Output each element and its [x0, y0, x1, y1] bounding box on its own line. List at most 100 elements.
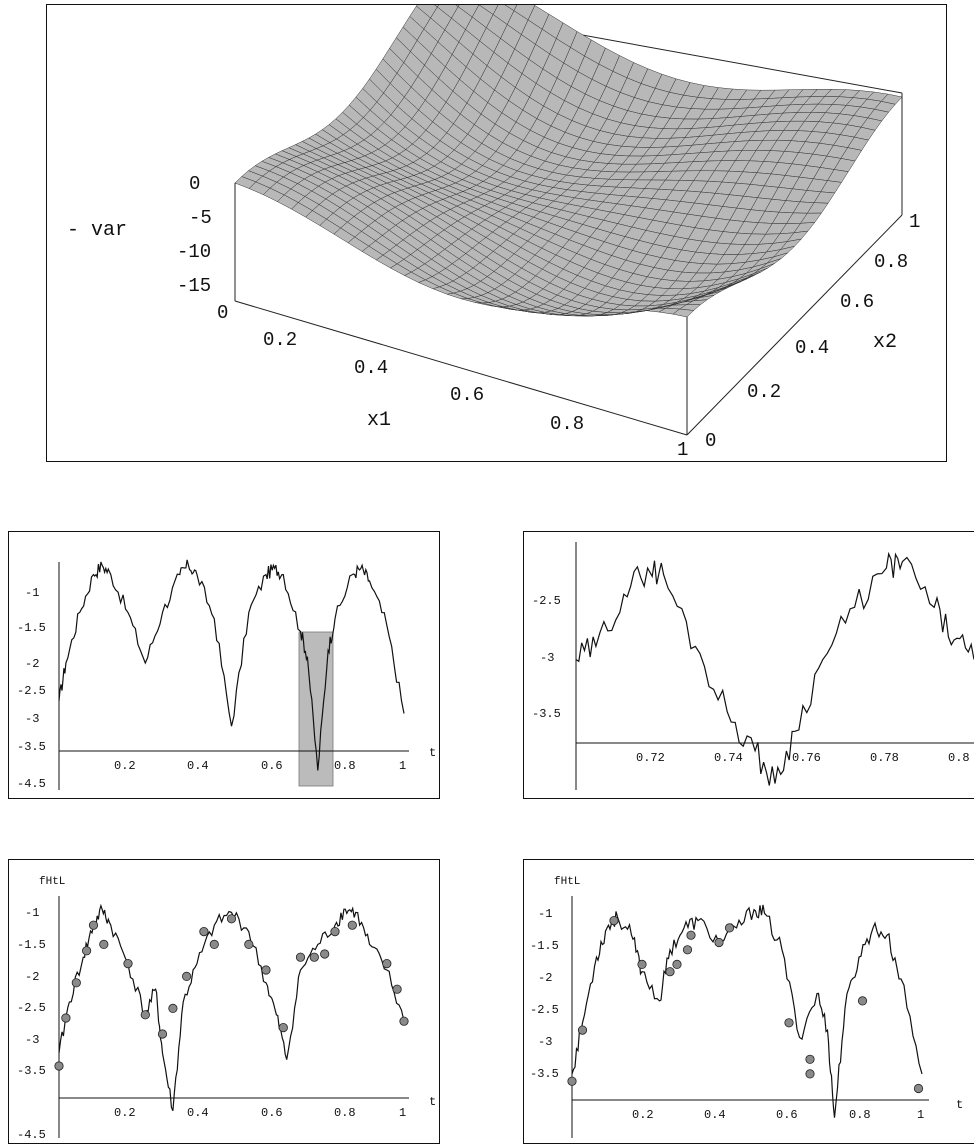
x-axis-label: t [429, 746, 436, 760]
sample-marker [399, 1016, 409, 1026]
x-tick-0.2: 0.2 [114, 759, 136, 773]
y-tick-neg1: -1 [538, 907, 552, 921]
sample-marker [168, 1003, 178, 1013]
y-tick-neg2.5: -2.5 [17, 1001, 46, 1015]
y-tick-neg3.5: -3.5 [17, 1064, 46, 1078]
sample-marker [123, 959, 133, 969]
y-tick-neg2: -2 [538, 971, 552, 985]
y-tick-neg2: -2 [25, 970, 39, 984]
x-axis-label: x1 [367, 409, 391, 432]
sample-marker [182, 971, 192, 982]
sample-markers [567, 915, 924, 1094]
y-tick-neg2.5: -2.5 [17, 684, 46, 698]
series-line [575, 551, 974, 786]
y-tick-1: 0.2 [747, 381, 781, 403]
x-tick-0.8: 0.8 [849, 1108, 871, 1122]
sample-marker [714, 937, 724, 948]
y-tick-neg4.5: -4.5 [17, 1128, 46, 1142]
sample-marker [330, 927, 340, 937]
sample-marker [244, 939, 254, 950]
y-tick-2: 0.4 [795, 337, 829, 359]
x-tick-0.72: 0.72 [636, 751, 665, 765]
sample-marker [261, 965, 271, 975]
y-tick-neg1: -1 [25, 906, 39, 920]
line-plot-zoom: -2.5 -3 -3.5 0.72 0.74 0.76 0.78 0.8 [532, 542, 974, 790]
y-tick-neg3.5: -3.5 [17, 740, 46, 754]
y-tick-neg1.5: -1.5 [17, 938, 46, 952]
sample-marker [392, 984, 402, 994]
x-tick-1: 0.2 [263, 329, 297, 351]
sample-marker [857, 996, 868, 1006]
series-line [58, 559, 405, 771]
sample-marker [682, 945, 693, 955]
y-tick-5: 1 [909, 211, 920, 233]
sample-marker [347, 920, 357, 930]
series-line [58, 903, 405, 1112]
y-tick-neg3.5: -3.5 [530, 1067, 559, 1081]
y-tick-0: 0 [705, 430, 716, 452]
y-tick-3: 0.6 [840, 291, 874, 313]
surface-plot-panel: 0 -5 -10 -15 0 - var 0.2 0.4 0.6 0.8 1 x… [46, 4, 947, 462]
surface-mesh [234, 5, 903, 318]
x-tick-1: 1 [399, 1106, 406, 1120]
x-axis-label: t [429, 1095, 436, 1109]
y-tick-neg3: -3 [540, 651, 554, 665]
y-tick-neg1: -1 [25, 586, 39, 600]
x-tick-0.2: 0.2 [632, 1108, 654, 1122]
y-tick-neg4.5: -4.5 [17, 777, 46, 791]
sample-marker [686, 930, 696, 940]
sampled-plot-right: fHtL -1 -1.5 -2 -2.5 -3 -3.5 0.2 0.4 0.6… [530, 876, 963, 1138]
x-tick-0.6: 0.6 [261, 759, 283, 773]
series-curve [575, 551, 974, 786]
sample-marker [913, 1083, 924, 1094]
y-tick-neg3: -3 [25, 1033, 39, 1047]
y-tick-4: 0.8 [874, 251, 908, 273]
x-tick-5: 1 [677, 439, 688, 461]
z-tick-1: -5 [189, 207, 212, 229]
sampled-plot-left: fHtL -1 -1.5 -2 -2.5 -3 -3.5 -4.5 0.2 0.… [17, 876, 436, 1142]
y-tick-neg3: -3 [25, 712, 39, 726]
sample-marker [209, 939, 219, 950]
line-plot-full-panel: -1 -1.5 -2 -2.5 -3 -3.5 -4.5 0.2 0.4 0.6… [8, 531, 440, 799]
x-tick-0.8: 0.8 [334, 1106, 356, 1120]
y-tick-neg3: -3 [538, 1035, 552, 1049]
x-tick-0.76: 0.76 [792, 751, 821, 765]
x-tick-0.6: 0.6 [261, 1106, 283, 1120]
x-tick-1: 1 [917, 1108, 924, 1122]
line-plot-full: -1 -1.5 -2 -2.5 -3 -3.5 -4.5 0.2 0.4 0.6… [17, 559, 436, 791]
z-tick-2: -10 [177, 241, 211, 263]
sample-marker [382, 959, 392, 969]
sample-marker [71, 978, 81, 988]
x-tick-0.78: 0.78 [870, 751, 899, 765]
sample-marker [805, 1069, 815, 1079]
x-tick-0.6: 0.6 [776, 1108, 798, 1122]
series-line [571, 904, 923, 1118]
x-axis-label: t [956, 1098, 963, 1112]
sample-marker [226, 914, 237, 924]
x-tick-0.8: 0.8 [948, 751, 970, 765]
x-tick-0: 0 [217, 302, 228, 324]
sampled-plot-left-panel: fHtL -1 -1.5 -2 -2.5 -3 -3.5 -4.5 0.2 0.… [8, 859, 440, 1144]
surface-plot: 0 -5 -10 -15 0 - var 0.2 0.4 0.6 0.8 1 x… [67, 5, 920, 461]
series-curve [58, 559, 405, 771]
sample-marker [805, 1054, 815, 1064]
sample-marker [784, 1018, 794, 1028]
x-tick-0.4: 0.4 [187, 759, 209, 773]
y-tick-neg3.5: -3.5 [532, 707, 561, 721]
y-tick-neg1.5: -1.5 [530, 939, 559, 953]
x-tick-0.2: 0.2 [114, 1106, 136, 1120]
y-tick-neg2.5: -2.5 [530, 1003, 559, 1017]
sample-marker [309, 952, 319, 962]
sample-marker [637, 959, 647, 970]
x-tick-3: 0.6 [450, 384, 484, 406]
sample-marker [320, 949, 330, 959]
x-tick-2: 0.4 [354, 357, 388, 379]
sample-marker [82, 946, 92, 956]
series-curve [571, 904, 923, 1118]
z-tick-3: -15 [177, 275, 211, 297]
sample-markers [54, 914, 409, 1071]
x-tick-1: 1 [399, 759, 406, 773]
sample-marker [665, 967, 675, 977]
sample-marker [278, 1023, 288, 1033]
z-axis-label: - var [67, 219, 127, 242]
